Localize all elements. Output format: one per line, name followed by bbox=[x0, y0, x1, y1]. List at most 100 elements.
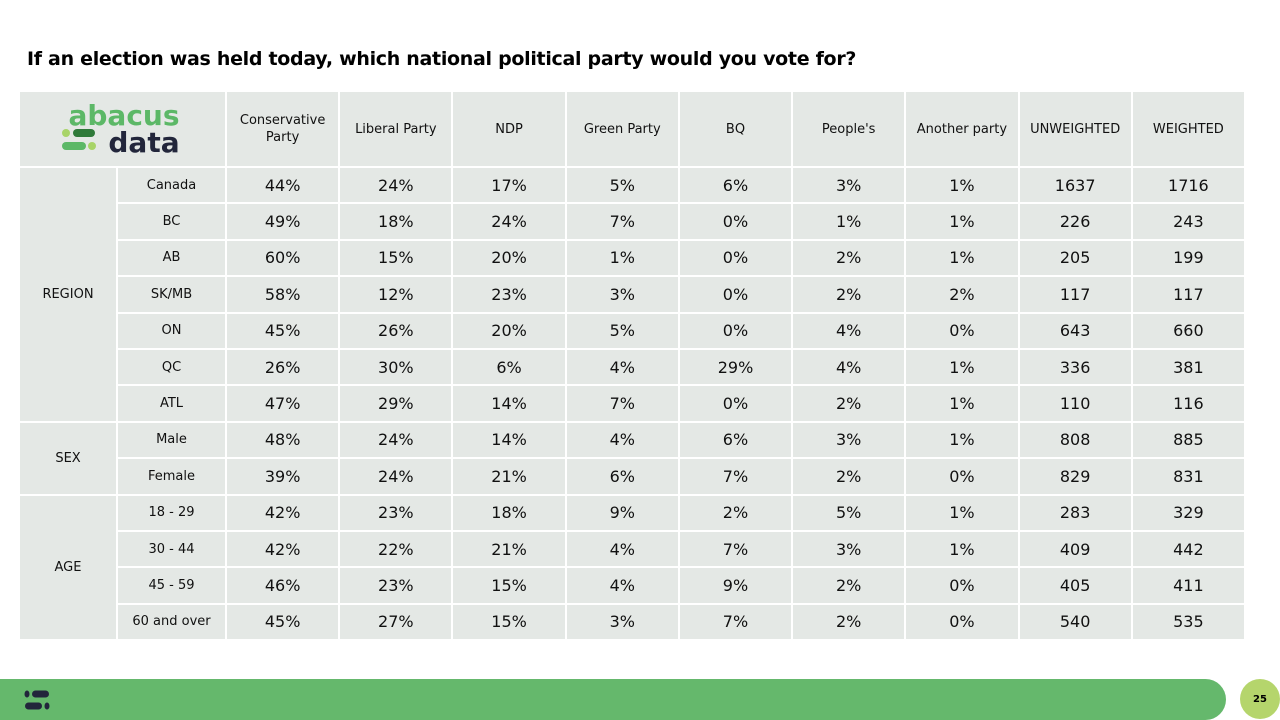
table-cell: 0% bbox=[677, 238, 794, 278]
table-cell: 0% bbox=[904, 311, 1020, 350]
table-cell: 1% bbox=[904, 493, 1020, 532]
row-label: AB bbox=[116, 238, 227, 278]
table-cell: 42% bbox=[224, 529, 341, 569]
group-label: AGE bbox=[18, 493, 118, 642]
svg-text:data: data bbox=[108, 126, 179, 158]
table-cell: 6% bbox=[677, 165, 794, 205]
table-cell: 6% bbox=[564, 457, 680, 496]
row-label: 30 - 44 bbox=[116, 529, 227, 569]
row-label: ON bbox=[116, 311, 227, 350]
table-cell: 2% bbox=[677, 493, 794, 532]
table-row: REGION Canada 44% 24% 17% 5% 6% 3% 1% 1637 1716 bbox=[18, 165, 1247, 423]
table-cell: 411 bbox=[1130, 566, 1247, 605]
logo: abacus data bbox=[18, 90, 227, 168]
table-cell: 2% bbox=[791, 457, 907, 496]
table-cell: 60% bbox=[224, 238, 341, 278]
table-cell: 1% bbox=[904, 165, 1020, 205]
page-number: 25 bbox=[1240, 679, 1280, 719]
table-cell: 48% bbox=[224, 420, 341, 460]
table-cell: 3% bbox=[564, 275, 680, 314]
table-cell: 21% bbox=[451, 529, 567, 569]
table-row: AGE 18 - 29 42% 23% 18% 9% 2% 5% 1% 283 329 bbox=[18, 493, 1247, 642]
table-cell: 29% bbox=[338, 384, 454, 423]
table-row: SEX Male 48% 24% 14% 4% 6% 3% 1% 808 885 bbox=[18, 420, 1247, 496]
table-cell: 3% bbox=[564, 602, 680, 642]
table-cell: 199 bbox=[1130, 238, 1247, 278]
table-cell: 4% bbox=[791, 347, 907, 387]
table-cell: 45% bbox=[224, 311, 341, 350]
table-cell: 7% bbox=[564, 384, 680, 423]
table-row: ON 45% 26% 20% 5% 0% 4% 0% 643 660 bbox=[19, 311, 1247, 350]
table-cell: 17% bbox=[451, 165, 567, 205]
table-cell: 4% bbox=[791, 311, 907, 350]
table-cell: 5% bbox=[791, 493, 907, 532]
table-cell: 42% bbox=[224, 493, 341, 532]
table-cell: 3% bbox=[791, 420, 907, 460]
table-cell: 7% bbox=[677, 457, 794, 496]
table-row: Female 39% 24% 21% 6% 7% 2% 0% 829 831 bbox=[19, 457, 1247, 496]
table-row: SK/MB 58% 12% 23% 3% 0% 2% 2% 117 117 bbox=[19, 275, 1247, 314]
table-cell: 283 bbox=[1017, 493, 1133, 532]
table-cell: 535 bbox=[1130, 602, 1247, 642]
table-cell: 117 bbox=[1017, 275, 1133, 314]
table-cell: 2% bbox=[791, 384, 907, 423]
table-cell: 1% bbox=[904, 529, 1020, 569]
table-cell: 29% bbox=[677, 347, 794, 387]
table-cell: 14% bbox=[451, 420, 567, 460]
table-cell: 829 bbox=[1017, 457, 1133, 496]
abacus-data-logo: abacus data bbox=[61, 100, 179, 158]
row-label: Female bbox=[116, 457, 227, 496]
table-cell: 23% bbox=[338, 493, 454, 532]
table-cell: 0% bbox=[677, 384, 794, 423]
table-cell: 3% bbox=[791, 529, 907, 569]
table-cell: 442 bbox=[1130, 529, 1247, 569]
table-cell: 24% bbox=[338, 457, 454, 496]
table-cell: 26% bbox=[224, 347, 341, 387]
table-cell: 1637 bbox=[1017, 165, 1133, 205]
table-cell: 24% bbox=[338, 420, 454, 460]
table-cell: 381 bbox=[1130, 347, 1247, 387]
table-cell: 3% bbox=[791, 165, 907, 205]
table-cell: 6% bbox=[677, 420, 794, 460]
table-cell: 23% bbox=[451, 275, 567, 314]
table-cell: 885 bbox=[1130, 420, 1247, 460]
table-cell: 7% bbox=[677, 602, 794, 642]
column-header: People's bbox=[791, 90, 907, 168]
table-cell: 117 bbox=[1130, 275, 1247, 314]
table-cell: 0% bbox=[904, 566, 1020, 605]
table-cell: 226 bbox=[1017, 202, 1133, 241]
table-cell: 21% bbox=[451, 457, 567, 496]
row-label: QC bbox=[116, 347, 227, 387]
table-cell: 20% bbox=[451, 311, 567, 350]
table-cell: 1% bbox=[564, 238, 680, 278]
row-label: BC bbox=[116, 202, 227, 241]
table-cell: 23% bbox=[338, 566, 454, 605]
table-row: 45 - 59 46% 23% 15% 4% 9% 2% 0% 405 411 bbox=[19, 566, 1247, 605]
table-cell: 9% bbox=[677, 566, 794, 605]
table-cell: 1716 bbox=[1130, 165, 1247, 205]
table-cell: 46% bbox=[224, 566, 341, 605]
table-row: QC 26% 30% 6% 4% 29% 4% 1% 336 381 bbox=[19, 347, 1247, 387]
table-cell: 0% bbox=[904, 457, 1020, 496]
column-header: BQ bbox=[677, 90, 794, 168]
row-label: Male bbox=[116, 420, 227, 460]
table-row: ATL 47% 29% 14% 7% 0% 2% 1% 110 116 bbox=[19, 384, 1247, 423]
table-cell: 27% bbox=[338, 602, 454, 642]
table-cell: 12% bbox=[338, 275, 454, 314]
table-cell: 15% bbox=[338, 238, 454, 278]
page-title: If an election was held today, which nat… bbox=[27, 48, 857, 70]
table-cell: 39% bbox=[224, 457, 341, 496]
table-cell: 4% bbox=[564, 566, 680, 605]
table-cell: 808 bbox=[1017, 420, 1133, 460]
column-header: UNWEIGHTED bbox=[1017, 90, 1133, 168]
row-label: 60 and over bbox=[116, 602, 227, 642]
column-header: NDP bbox=[451, 90, 567, 168]
table-row: AB 60% 15% 20% 1% 0% 2% 1% 205 199 bbox=[19, 238, 1247, 278]
table-cell: 15% bbox=[451, 566, 567, 605]
table-cell: 2% bbox=[791, 275, 907, 314]
table-cell: 44% bbox=[224, 165, 341, 205]
table-cell: 116 bbox=[1130, 384, 1247, 423]
table-cell: 1% bbox=[904, 202, 1020, 241]
row-label: Canada bbox=[116, 165, 227, 205]
table-cell: 45% bbox=[224, 602, 341, 642]
